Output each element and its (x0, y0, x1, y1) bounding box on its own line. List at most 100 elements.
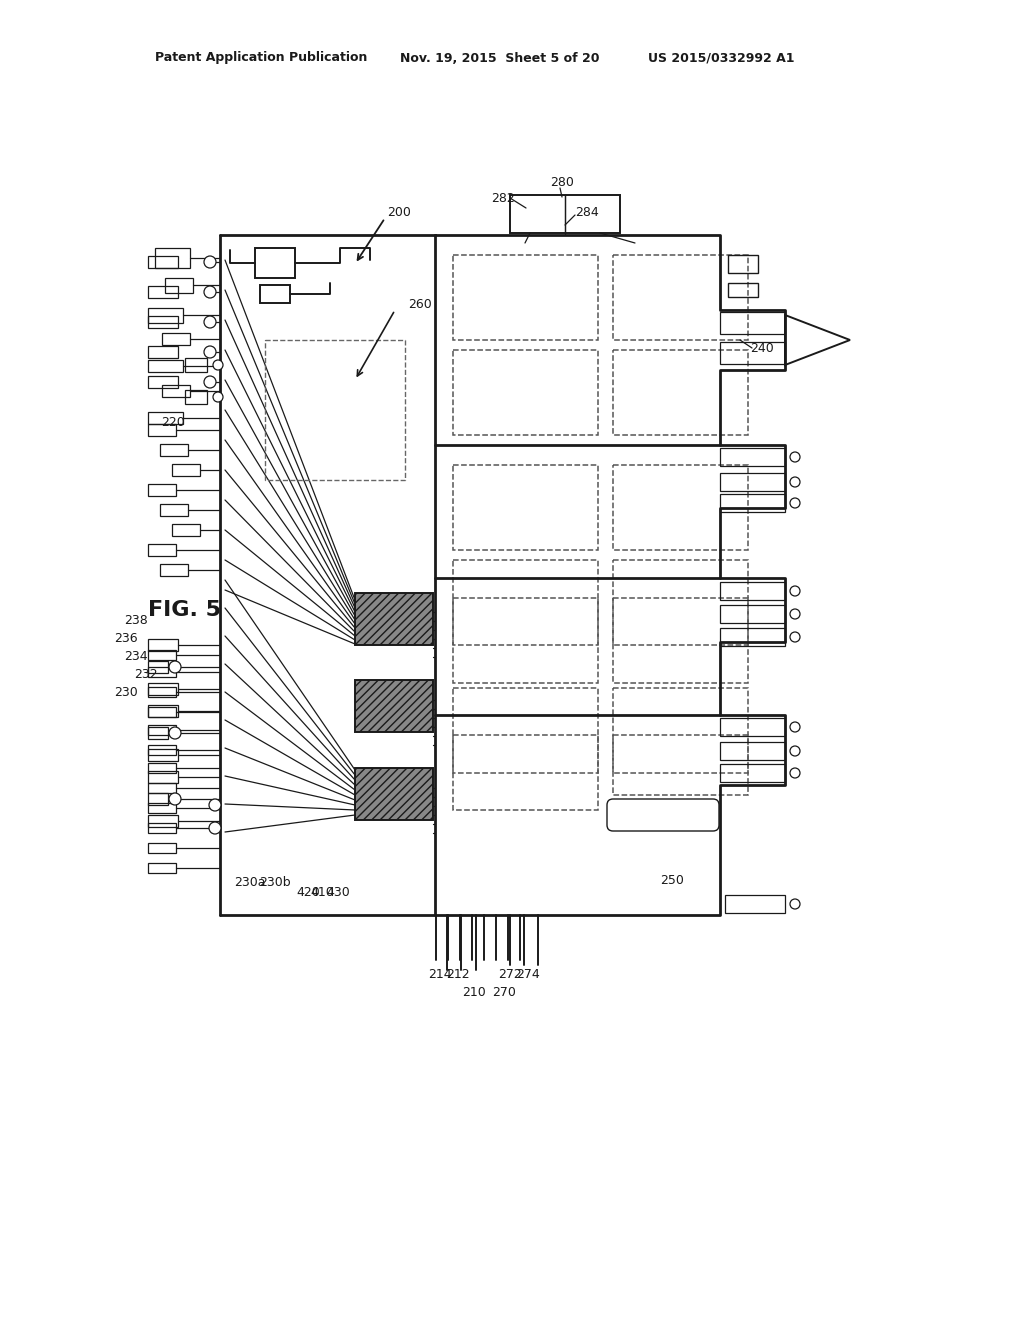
Bar (160, 444, 188, 455)
Bar (148, 783, 176, 793)
Circle shape (204, 286, 216, 298)
Bar (148, 412, 183, 424)
Bar (160, 564, 188, 576)
Text: 270: 270 (493, 986, 516, 998)
Circle shape (209, 799, 221, 810)
Bar (255, 248, 295, 279)
Bar (148, 705, 178, 717)
Circle shape (790, 722, 800, 733)
Bar (148, 484, 176, 496)
Text: 234: 234 (124, 649, 148, 663)
Bar (148, 803, 176, 813)
Bar (510, 195, 620, 234)
Bar (165, 279, 193, 293)
Bar (720, 342, 785, 364)
Text: 410: 410 (310, 886, 334, 899)
Bar (148, 725, 176, 735)
Bar (720, 628, 785, 645)
Bar (613, 688, 748, 774)
Text: 230b: 230b (259, 875, 291, 888)
Text: Patent Application Publication: Patent Application Publication (155, 51, 368, 65)
Bar (148, 727, 168, 739)
Bar (148, 256, 178, 268)
Bar (453, 255, 598, 341)
Text: 236: 236 (115, 631, 138, 644)
Text: 232: 232 (134, 668, 158, 681)
Bar (148, 286, 178, 298)
Circle shape (790, 632, 800, 642)
Bar (172, 524, 200, 536)
Circle shape (790, 609, 800, 619)
Text: US 2015/0332992 A1: US 2015/0332992 A1 (648, 51, 795, 65)
Bar (260, 285, 290, 304)
Text: 220: 220 (161, 416, 185, 429)
Bar (148, 376, 178, 388)
Circle shape (209, 822, 221, 834)
Bar (185, 358, 207, 372)
Text: 238: 238 (124, 614, 148, 627)
Bar (720, 582, 785, 601)
Bar (148, 360, 183, 372)
Bar (162, 333, 190, 345)
Circle shape (204, 256, 216, 268)
Bar (613, 350, 748, 436)
Bar (148, 793, 168, 805)
Text: 272: 272 (498, 969, 522, 982)
Bar (148, 763, 176, 774)
Bar (613, 598, 748, 682)
Bar (720, 605, 785, 623)
Bar (160, 504, 188, 516)
Text: 200: 200 (387, 206, 411, 219)
Bar (148, 708, 176, 717)
Text: 210: 210 (462, 986, 485, 998)
Bar (453, 688, 598, 774)
Bar (148, 748, 178, 762)
Bar (148, 308, 183, 323)
Bar (148, 822, 176, 833)
Bar (728, 255, 758, 273)
Text: 230a: 230a (234, 875, 266, 888)
Bar (155, 248, 190, 268)
Bar (720, 718, 785, 737)
Bar (453, 598, 598, 682)
Bar (720, 447, 785, 466)
Bar (148, 682, 178, 696)
Bar (148, 315, 178, 327)
Bar (355, 680, 433, 733)
Bar (728, 282, 758, 297)
Text: 282: 282 (492, 191, 515, 205)
Bar (725, 895, 785, 913)
Bar (613, 560, 748, 645)
Bar (720, 312, 785, 334)
Bar (265, 341, 406, 480)
Circle shape (204, 376, 216, 388)
Bar (148, 744, 176, 755)
Circle shape (790, 498, 800, 508)
Bar (148, 863, 176, 873)
Text: 274: 274 (516, 969, 540, 982)
Text: 284: 284 (575, 206, 599, 219)
Bar (148, 686, 176, 697)
Bar (720, 473, 785, 491)
Bar (148, 544, 176, 556)
Bar (148, 639, 178, 651)
Circle shape (790, 477, 800, 487)
Bar (148, 424, 176, 436)
Bar (148, 346, 178, 358)
Bar (172, 465, 200, 477)
Bar (148, 661, 168, 673)
Text: 420: 420 (296, 886, 319, 899)
Bar (148, 771, 178, 783)
Bar (613, 255, 748, 341)
Circle shape (790, 899, 800, 909)
Bar (355, 593, 433, 645)
Bar (355, 768, 433, 820)
Bar (453, 560, 598, 645)
Bar (148, 814, 178, 828)
Text: 240: 240 (750, 342, 774, 355)
Bar (720, 494, 785, 512)
Text: FIG. 5: FIG. 5 (148, 601, 221, 620)
Text: Nov. 19, 2015  Sheet 5 of 20: Nov. 19, 2015 Sheet 5 of 20 (400, 51, 599, 65)
Bar (453, 465, 598, 550)
Circle shape (790, 586, 800, 597)
